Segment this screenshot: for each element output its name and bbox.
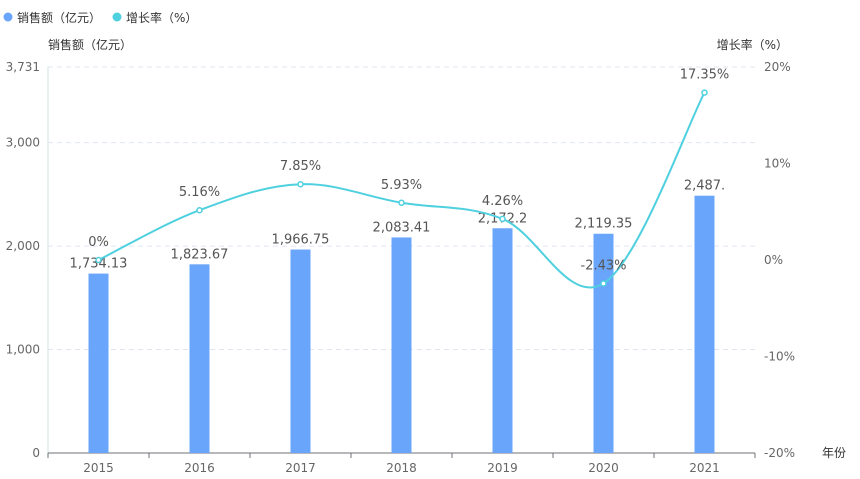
bar (593, 233, 614, 453)
line-point (196, 206, 203, 214)
y-left-tick-label: 3,000 (6, 136, 40, 150)
bar-data-label: 1,966.75 (272, 233, 330, 248)
bar-data-label: 1,823.67 (171, 247, 229, 262)
line-data-label: 5.93% (381, 178, 422, 193)
bar (391, 237, 412, 453)
y-left-axis-title: 销售额（亿元） (48, 37, 132, 52)
bar-data-label: 2,487. (684, 179, 725, 194)
bar (189, 264, 210, 453)
line-data-label: 5.16% (179, 185, 220, 200)
bar-data-label: 1,734.13 (70, 257, 128, 272)
line-point (701, 89, 708, 96)
bar (694, 195, 715, 453)
y-right-tick-label: 20% (764, 60, 791, 74)
line-data-label: 0% (88, 235, 109, 250)
legend-label: 销售额（亿元） (17, 10, 101, 25)
y-left-tick-label: 3,731 (6, 60, 40, 74)
y-right-tick-label: -10% (764, 350, 795, 364)
x-tick-label: 2019 (487, 461, 518, 475)
y-right-tick-label: 0% (764, 253, 783, 267)
y-right-tick-label: 10% (764, 157, 791, 171)
legend-marker (3, 12, 13, 22)
line-point (297, 180, 304, 188)
x-tick-label: 2020 (588, 461, 619, 475)
line-point (600, 280, 607, 287)
y-right-tick-label: -20% (764, 446, 795, 460)
x-tick-label: 2015 (83, 461, 114, 475)
line-point (95, 256, 102, 264)
line-point (499, 215, 506, 223)
bar (290, 249, 311, 453)
y-left-tick-label: 1,000 (6, 343, 40, 357)
x-tick-label: 2016 (184, 461, 215, 475)
bar (88, 273, 109, 453)
line-data-label: -2.43% (581, 258, 627, 273)
bar (492, 228, 513, 453)
x-axis-title: 年份 (822, 446, 846, 460)
x-tick-label: 2021 (689, 461, 720, 475)
y-right-axis-title: 增长率（%） (717, 37, 788, 52)
x-tick-label: 2017 (285, 461, 316, 475)
line-data-label: 17.35% (680, 68, 730, 83)
bar-data-label: 2,083.41 (373, 220, 431, 235)
legend-label: 增长率（%） (126, 10, 197, 25)
y-left-tick-label: 2,000 (6, 239, 40, 253)
bar-data-label: 2,119.35 (575, 217, 633, 232)
y-left-tick-label: 0 (32, 446, 40, 460)
line-data-label: 4.26% (482, 194, 523, 209)
line-point (398, 199, 405, 207)
legend-marker (112, 12, 122, 22)
x-tick-label: 2018 (386, 461, 417, 475)
line-data-label: 7.85% (280, 159, 321, 174)
